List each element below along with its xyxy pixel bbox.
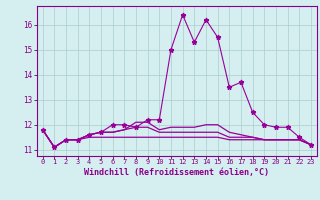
X-axis label: Windchill (Refroidissement éolien,°C): Windchill (Refroidissement éolien,°C) — [84, 168, 269, 177]
